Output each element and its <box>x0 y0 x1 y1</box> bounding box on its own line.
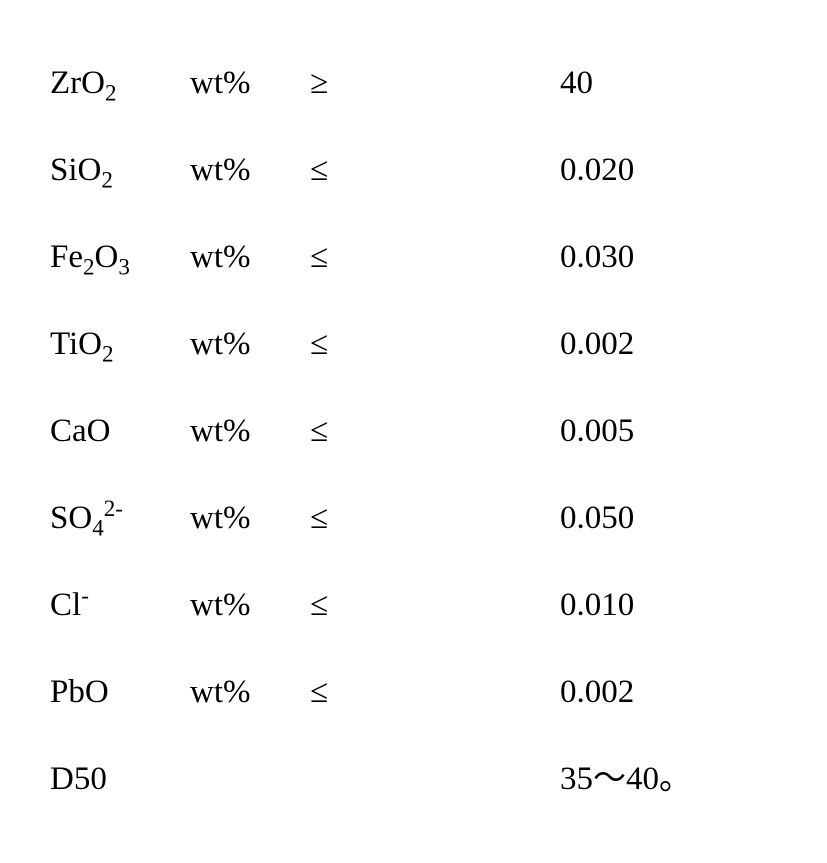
compound-formula: PbO <box>50 676 109 709</box>
operator-cell <box>310 736 420 823</box>
compound-formula: CaO <box>50 415 111 448</box>
value-cell: 0.050 <box>420 475 777 562</box>
value-cell: 35～40。 <box>420 736 777 823</box>
compound-formula: SO42- <box>50 502 123 535</box>
unit-cell: wt% <box>190 127 310 214</box>
operator-cell: ≤ <box>310 214 420 301</box>
operator-cell: ≤ <box>310 475 420 562</box>
unit-cell: wt% <box>190 388 310 475</box>
operator-cell: ≤ <box>310 562 420 649</box>
value-cell: 0.002 <box>420 649 777 736</box>
value-cell: 40 <box>420 40 777 127</box>
unit-cell: wt% <box>190 301 310 388</box>
compound-formula: ZrO2 <box>50 67 117 100</box>
value-cell: 0.030 <box>420 214 777 301</box>
compound-cell: SO42- <box>50 475 190 562</box>
table-row: PbO wt%≤0.002 <box>50 649 777 736</box>
operator-cell: ≤ <box>310 127 420 214</box>
unit-cell: wt% <box>190 562 310 649</box>
unit-cell: wt% <box>190 649 310 736</box>
unit-cell: wt% <box>190 40 310 127</box>
spec-table: ZrO2wt%≥40SiO2wt%≤0.020Fe2O3wt%≤0.030TiO… <box>50 40 777 823</box>
value-cell: 0.010 <box>420 562 777 649</box>
table-row: ZrO2 wt%≥40 <box>50 40 777 127</box>
unit-cell: wt% <box>190 475 310 562</box>
table-row: Fe2O3 wt%≤0.030 <box>50 214 777 301</box>
compound-cell: ZrO2 <box>50 40 190 127</box>
compound-formula: D50 <box>50 763 107 796</box>
compound-cell: Cl- <box>50 562 190 649</box>
compound-cell: CaO <box>50 388 190 475</box>
compound-formula: Fe2O3 <box>50 241 130 274</box>
operator-cell: ≥ <box>310 40 420 127</box>
compound-formula: SiO2 <box>50 154 113 187</box>
table-row: SO42- wt%≤0.050 <box>50 475 777 562</box>
table-row: SiO2 wt%≤0.020 <box>50 127 777 214</box>
value-cell: 0.005 <box>420 388 777 475</box>
operator-cell: ≤ <box>310 388 420 475</box>
operator-cell: ≤ <box>310 301 420 388</box>
value-cell: 0.002 <box>420 301 777 388</box>
compound-cell: PbO <box>50 649 190 736</box>
table-row: CaO wt%≤0.005 <box>50 388 777 475</box>
compound-formula: Cl- <box>50 589 89 622</box>
unit-cell: wt% <box>190 214 310 301</box>
compound-formula: TiO2 <box>50 328 114 361</box>
value-cell: 0.020 <box>420 127 777 214</box>
unit-cell <box>190 736 310 823</box>
table-row: Cl-wt%≤0.010 <box>50 562 777 649</box>
compound-cell: Fe2O3 <box>50 214 190 301</box>
table-row: D50 35～40。 <box>50 736 777 823</box>
operator-cell: ≤ <box>310 649 420 736</box>
compound-cell: TiO2 <box>50 301 190 388</box>
table-row: TiO2 wt%≤0.002 <box>50 301 777 388</box>
compound-cell: D50 <box>50 736 190 823</box>
compound-cell: SiO2 <box>50 127 190 214</box>
